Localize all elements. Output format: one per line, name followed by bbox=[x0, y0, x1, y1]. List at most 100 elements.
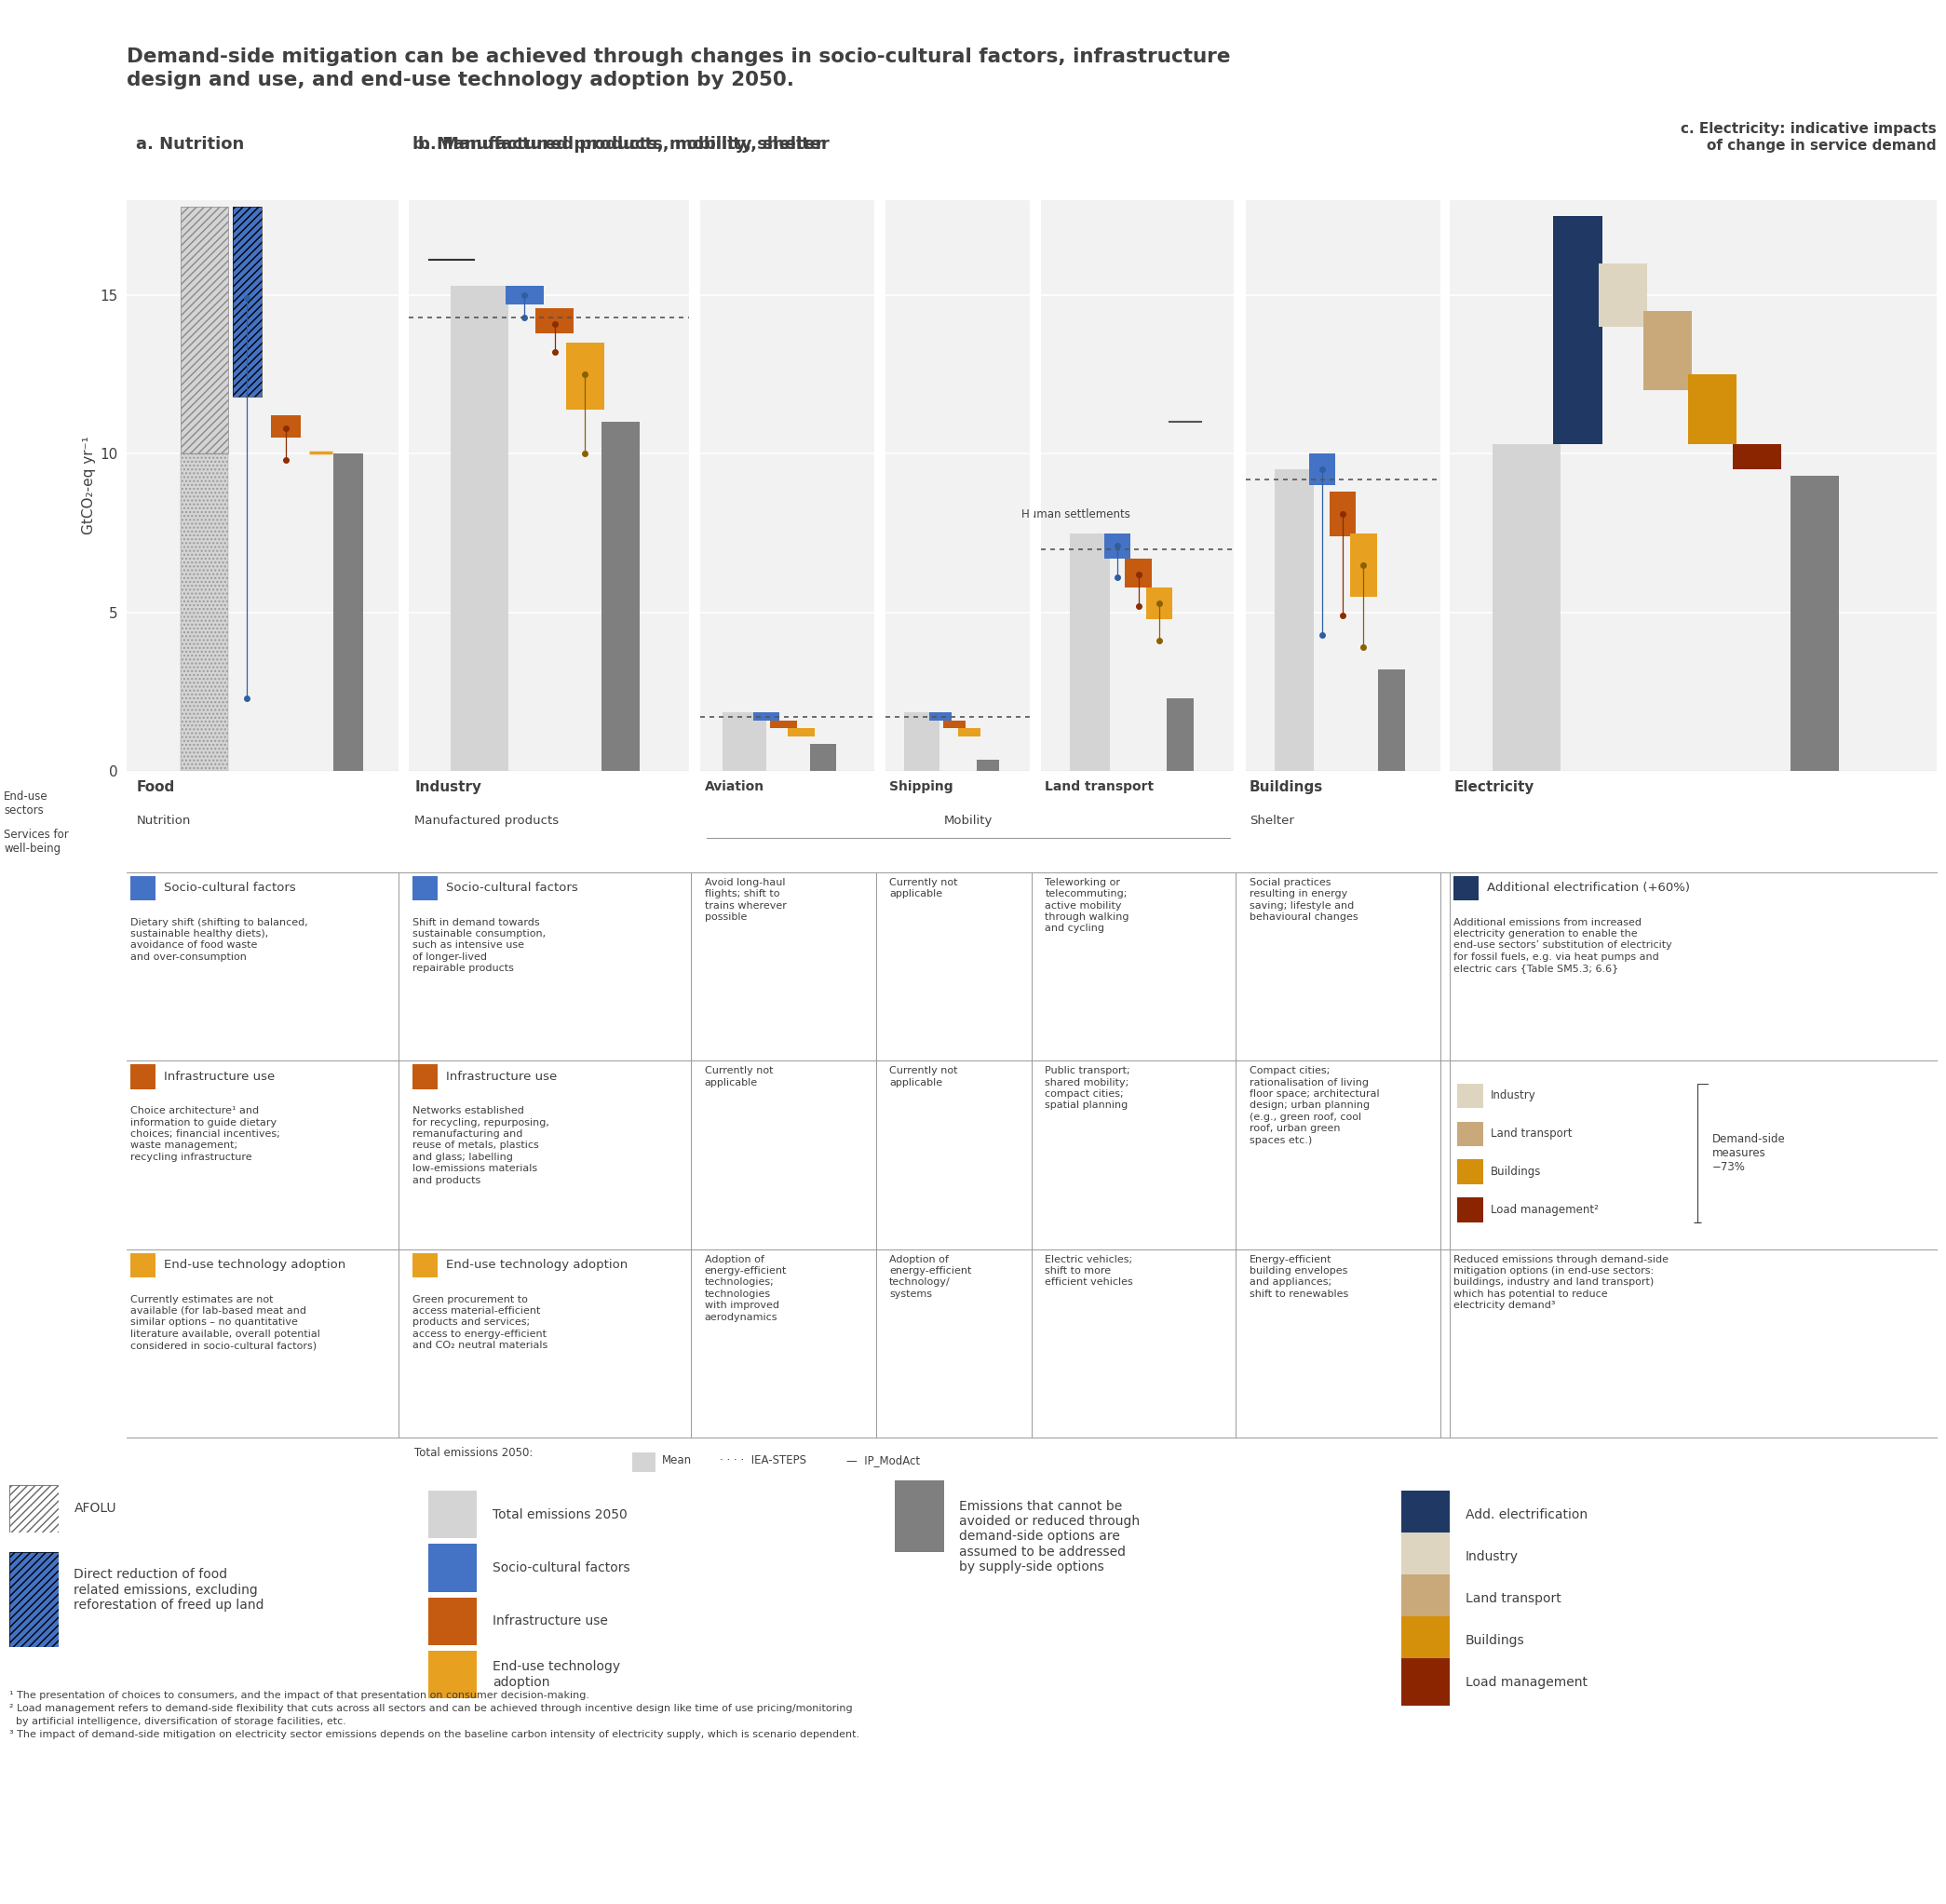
Text: End-use technology
adoption: End-use technology adoption bbox=[492, 1660, 621, 1689]
Bar bbox=[771, 720, 798, 729]
Text: Demand-side
measures
−73%: Demand-side measures −73% bbox=[1712, 1133, 1786, 1173]
Text: Social practices
resulting in energy
saving; lifestyle and
behavioural changes: Social practices resulting in energy sav… bbox=[1249, 878, 1358, 922]
Text: End-use technology adoption: End-use technology adoption bbox=[163, 1259, 344, 1272]
Text: Electricity: Electricity bbox=[1454, 781, 1533, 794]
Text: Adoption of
energy-efficient
technologies;
technologies
with improved
aerodynami: Adoption of energy-efficient technologie… bbox=[704, 1255, 786, 1321]
Text: Additional electrification (+60%): Additional electrification (+60%) bbox=[1487, 882, 1689, 895]
Bar bbox=[722, 712, 767, 771]
Text: Green procurement to
access material-efficient
products and services;
access to : Green procurement to access material-eff… bbox=[413, 1295, 547, 1350]
Bar bbox=[1351, 533, 1378, 596]
Text: Land transport: Land transport bbox=[1045, 781, 1154, 794]
Text: ¹ The presentation of choices to consumers, and the impact of that presentation : ¹ The presentation of choices to consume… bbox=[10, 1691, 860, 1738]
Bar bbox=[450, 286, 508, 771]
Text: Dietary shift (shifting to balanced,
sustainable healthy diets),
avoidance of fo: Dietary shift (shifting to balanced, sus… bbox=[130, 918, 307, 962]
Bar bbox=[535, 308, 574, 333]
Bar bbox=[1125, 558, 1152, 586]
Text: Currently not
applicable: Currently not applicable bbox=[889, 1066, 957, 1087]
Text: Infrastructure use: Infrastructure use bbox=[446, 1070, 557, 1083]
Text: c. Electricity: indicative impacts
of change in service demand: c. Electricity: indicative impacts of ch… bbox=[1681, 122, 1936, 152]
Text: Total emissions 2050: Total emissions 2050 bbox=[492, 1508, 627, 1521]
Text: Human settlements: Human settlements bbox=[1022, 508, 1131, 520]
Bar bbox=[903, 712, 940, 771]
Bar bbox=[270, 415, 302, 438]
Text: Industry: Industry bbox=[414, 781, 481, 794]
Bar bbox=[1329, 491, 1356, 537]
Bar bbox=[1105, 533, 1131, 558]
Bar bbox=[566, 343, 603, 409]
Bar bbox=[788, 729, 815, 737]
Bar bbox=[753, 712, 780, 720]
Bar bbox=[181, 453, 228, 771]
Text: Aviation: Aviation bbox=[704, 781, 765, 794]
Bar bbox=[181, 206, 228, 453]
Text: Nutrition: Nutrition bbox=[136, 815, 191, 826]
Bar bbox=[1642, 310, 1691, 390]
Text: Demand-side mitigation can be achieved through changes in socio-cultural factors: Demand-side mitigation can be achieved t… bbox=[126, 48, 1230, 89]
Bar bbox=[1146, 586, 1171, 619]
Text: Currently estimates are not
available (for lab-based meat and
similar options – : Currently estimates are not available (f… bbox=[130, 1295, 321, 1350]
Text: Teleworking or
telecommuting;
active mobility
through walking
and cycling: Teleworking or telecommuting; active mob… bbox=[1045, 878, 1129, 933]
Bar bbox=[1378, 670, 1405, 771]
Text: Infrastructure use: Infrastructure use bbox=[163, 1070, 274, 1083]
Bar bbox=[957, 729, 981, 737]
Text: Networks established
for recycling, repurposing,
remanufacturing and
reuse of me: Networks established for recycling, repu… bbox=[413, 1106, 549, 1184]
Text: Adoption of
energy-efficient
technology/
systems: Adoption of energy-efficient technology/… bbox=[889, 1255, 971, 1299]
Bar bbox=[928, 712, 952, 720]
Text: Avoid long-haul
flights; shift to
trains wherever
possible: Avoid long-haul flights; shift to trains… bbox=[704, 878, 786, 922]
Bar bbox=[1790, 476, 1839, 771]
Text: Land transport: Land transport bbox=[1491, 1127, 1572, 1140]
Bar bbox=[977, 760, 998, 771]
Y-axis label: GtCO₂-eq yr⁻¹: GtCO₂-eq yr⁻¹ bbox=[82, 436, 95, 535]
Text: Compact cities;
rationalisation of living
floor space; architectural
design; urb: Compact cities; rationalisation of livin… bbox=[1249, 1066, 1380, 1144]
Text: Socio-cultural factors: Socio-cultural factors bbox=[163, 882, 296, 895]
Text: Load management²: Load management² bbox=[1491, 1203, 1598, 1217]
Text: Industry: Industry bbox=[1491, 1089, 1535, 1102]
Text: Shelter: Shelter bbox=[1249, 815, 1294, 826]
Text: Add. electrification: Add. electrification bbox=[1465, 1508, 1588, 1521]
Text: Shipping: Shipping bbox=[889, 781, 954, 794]
Bar bbox=[810, 744, 837, 771]
Bar bbox=[1732, 444, 1781, 470]
Text: Mobility: Mobility bbox=[944, 815, 992, 826]
Text: Choice architecture¹ and
information to guide dietary
choices; financial incenti: Choice architecture¹ and information to … bbox=[130, 1106, 280, 1161]
Text: b. Manufactured products, mobility, shelter: b. Manufactured products, mobility, shel… bbox=[418, 135, 829, 152]
Bar bbox=[1493, 444, 1561, 771]
Text: —  IP_ModAct: — IP_ModAct bbox=[847, 1455, 920, 1466]
Text: Energy-efficient
building envelopes
and appliances;
shift to renewables: Energy-efficient building envelopes and … bbox=[1249, 1255, 1349, 1299]
Text: Socio-cultural factors: Socio-cultural factors bbox=[492, 1561, 631, 1575]
Text: Socio-cultural factors: Socio-cultural factors bbox=[446, 882, 578, 895]
Text: Services for
well-being: Services for well-being bbox=[4, 828, 68, 855]
Bar bbox=[1275, 470, 1314, 771]
Text: Food: Food bbox=[136, 781, 175, 794]
Text: b. Manufactured products, mobility, shelter: b. Manufactured products, mobility, shel… bbox=[413, 135, 823, 152]
Text: AFOLU: AFOLU bbox=[74, 1502, 117, 1514]
Text: Infrastructure use: Infrastructure use bbox=[492, 1615, 607, 1628]
Text: Buildings: Buildings bbox=[1465, 1634, 1524, 1647]
Text: · · · ·  IEA-STEPS: · · · · IEA-STEPS bbox=[720, 1455, 806, 1466]
Text: Manufactured products: Manufactured products bbox=[414, 815, 559, 826]
Bar bbox=[601, 423, 640, 771]
Text: Shift in demand towards
sustainable consumption,
such as intensive use
of longer: Shift in demand towards sustainable cons… bbox=[413, 918, 545, 973]
Text: Buildings: Buildings bbox=[1249, 781, 1323, 794]
Bar bbox=[1070, 533, 1109, 771]
Text: Industry: Industry bbox=[1465, 1550, 1518, 1563]
Bar bbox=[1168, 699, 1193, 771]
Text: Mean: Mean bbox=[662, 1455, 691, 1466]
Text: Currently not
applicable: Currently not applicable bbox=[889, 878, 957, 899]
Text: Direct reduction of food
related emissions, excluding
reforestation of freed up : Direct reduction of food related emissio… bbox=[74, 1569, 265, 1611]
Text: Total emissions 2050:: Total emissions 2050: bbox=[414, 1447, 533, 1458]
Text: Currently not
applicable: Currently not applicable bbox=[704, 1066, 773, 1087]
Text: Buildings: Buildings bbox=[1491, 1165, 1541, 1179]
Bar bbox=[181, 206, 228, 771]
Text: Additional emissions from increased
electricity generation to enable the
end-use: Additional emissions from increased elec… bbox=[1454, 918, 1672, 973]
Text: Emissions that cannot be
avoided or reduced through
demand-side options are
assu: Emissions that cannot be avoided or redu… bbox=[959, 1500, 1140, 1573]
Text: Public transport;
shared mobility;
compact cities;
spatial planning: Public transport; shared mobility; compa… bbox=[1045, 1066, 1131, 1110]
Text: Reduced emissions through demand-side
mitigation options (in end-use sectors:
bu: Reduced emissions through demand-side mi… bbox=[1454, 1255, 1670, 1310]
Bar bbox=[1687, 375, 1736, 444]
Bar bbox=[232, 206, 263, 396]
Bar bbox=[1310, 453, 1335, 486]
Bar bbox=[232, 206, 263, 396]
Text: End-use technology adoption: End-use technology adoption bbox=[446, 1259, 627, 1272]
Bar bbox=[333, 453, 364, 771]
Text: End-use
sectors: End-use sectors bbox=[4, 790, 49, 817]
